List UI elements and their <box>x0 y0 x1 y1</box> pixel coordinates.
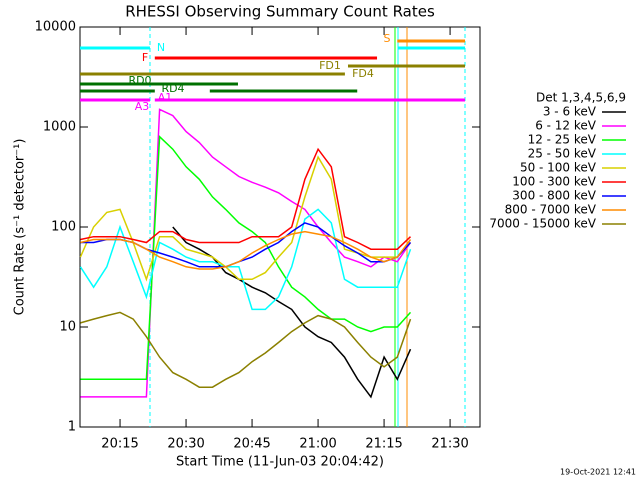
y-tick-label: 1000 <box>43 120 76 135</box>
y-tick-label: 10000 <box>35 20 76 35</box>
legend-title: Det 1,3,4,5,6,9 <box>536 91 626 105</box>
legend-label: 100 - 300 keV <box>512 175 596 189</box>
chart-title: RHESSI Observing Summary Count Rates <box>125 3 435 21</box>
flag-label: N <box>157 41 165 54</box>
series-line <box>79 155 412 282</box>
legend-label: 6 - 12 keV <box>535 119 597 133</box>
flag-label: FD4 <box>352 67 374 80</box>
legend-label: 7000 - 15000 keV <box>489 217 596 231</box>
x-tick-label: 21:00 <box>299 437 336 452</box>
x-tick-label: 21:30 <box>431 437 468 452</box>
x-axis-label: Start Time (11-Jun-03 20:04:42) <box>176 455 384 470</box>
x-tick-label: 20:30 <box>167 437 204 452</box>
series-line <box>80 147 412 250</box>
series-line <box>172 226 412 399</box>
legend-label: 3 - 6 keV <box>543 105 597 119</box>
flag-label: A1 <box>158 91 173 104</box>
legend-label: 12 - 25 keV <box>528 133 597 147</box>
flag-label: RD0 <box>128 74 151 87</box>
x-tick-label: 21:15 <box>365 437 402 452</box>
y-axis-label: Count Rate (s⁻¹ detector⁻¹) <box>13 139 28 316</box>
flag-label: S <box>384 32 391 45</box>
x-tick-label: 20:45 <box>233 437 270 452</box>
flag-label: F <box>142 51 148 64</box>
plot-frame <box>79 26 481 428</box>
series-line <box>79 208 412 311</box>
series-line <box>80 311 412 388</box>
x-tick-label: 20:15 <box>101 437 138 452</box>
series-line <box>80 230 412 270</box>
legend-label: 50 - 100 keV <box>520 161 597 175</box>
flag-label: A3 <box>135 100 150 113</box>
series-line <box>80 135 412 381</box>
flag-label: FD1 <box>319 59 341 72</box>
y-tick-label: 10 <box>59 320 76 335</box>
footer-date: 19-Oct-2021 12:41 <box>560 468 636 477</box>
legend-label: 25 - 50 keV <box>528 147 597 161</box>
y-tick-label: 1 <box>68 420 76 435</box>
y-tick-label: 100 <box>51 220 76 235</box>
series-line <box>80 108 412 398</box>
legend-label: 800 - 7000 keV <box>505 203 597 217</box>
legend-label: 300 - 800 keV <box>512 189 596 203</box>
flag-label: RD4 <box>161 82 184 95</box>
